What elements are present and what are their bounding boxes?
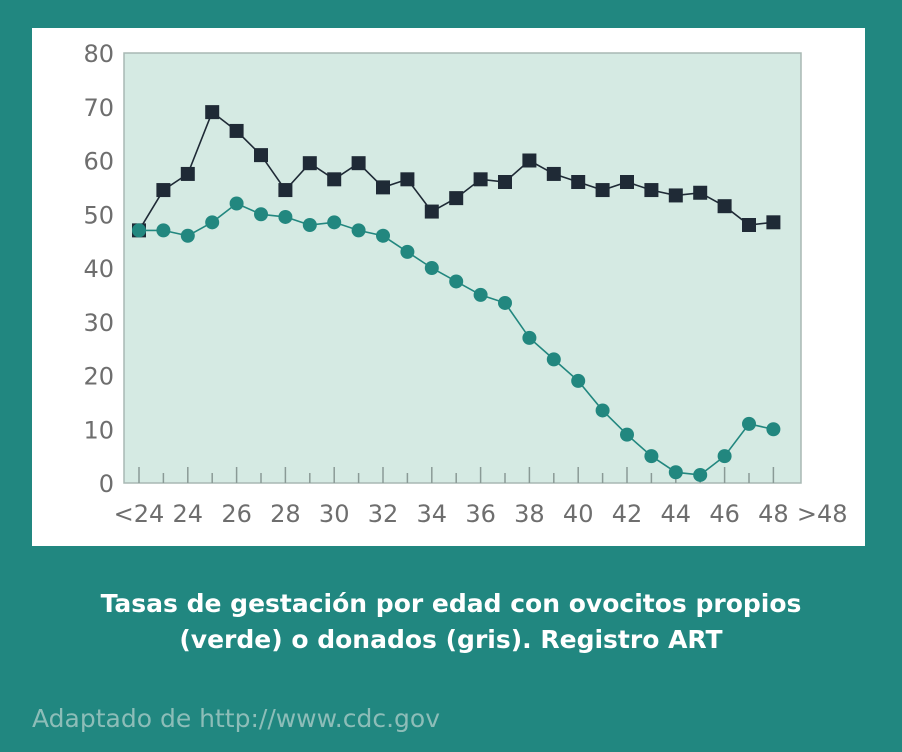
figure-caption: Tasas de gestación por edad con ovocitos…	[0, 586, 902, 658]
data-point-square	[302, 156, 317, 171]
x-tick-label: 34	[417, 500, 448, 528]
data-point-square	[229, 123, 244, 138]
data-point-circle	[327, 215, 342, 230]
caption-line-1: Tasas de gestación por edad con ovocitos…	[100, 589, 802, 618]
data-point-circle	[571, 373, 586, 388]
data-point-circle	[302, 218, 317, 232]
y-tick-label: 40	[83, 255, 114, 283]
data-point-square	[376, 180, 390, 195]
data-point-circle	[376, 228, 390, 243]
x-tick-label: <24	[114, 500, 165, 528]
data-point-square	[620, 175, 634, 189]
data-point-square	[400, 172, 415, 187]
data-point-square	[278, 183, 293, 198]
y-axis: 0 10 20 30 40 50 60 70 80	[83, 40, 114, 498]
x-tick-label: 48	[758, 500, 789, 528]
data-point-circle	[278, 209, 293, 224]
data-point-square	[327, 172, 342, 187]
y-tick-label: 0	[99, 470, 114, 498]
data-point-square	[473, 172, 488, 187]
data-point-square	[351, 156, 366, 171]
data-point-circle	[180, 228, 195, 243]
data-point-circle	[254, 207, 268, 222]
data-point-circle	[400, 244, 415, 259]
data-point-square	[156, 183, 171, 198]
y-tick-label: 80	[83, 40, 114, 68]
data-point-circle	[742, 416, 756, 431]
data-point-circle	[424, 261, 439, 275]
y-tick-label: 20	[83, 363, 114, 391]
data-point-square	[449, 191, 464, 206]
data-point-square	[742, 218, 756, 232]
data-point-circle	[351, 223, 366, 238]
data-point-circle	[620, 427, 634, 442]
data-point-circle	[498, 295, 512, 310]
data-point-circle	[205, 215, 220, 230]
data-point-square	[644, 183, 659, 198]
x-tick-label: 42	[612, 500, 643, 528]
source-credit: Adaptado de http://www.cdc.gov	[32, 704, 440, 733]
x-tick-label: 38	[514, 500, 545, 528]
data-point-square	[595, 183, 610, 198]
y-tick-label: 50	[83, 201, 114, 229]
x-tick-label: 36	[465, 500, 496, 528]
x-tick-label: 44	[661, 500, 692, 528]
data-point-circle	[132, 223, 146, 238]
caption-line-2: (verde) o donados (gris). Registro ART	[179, 625, 723, 654]
x-tick-label: 46	[709, 500, 740, 528]
data-point-square	[668, 188, 683, 203]
data-point-circle	[766, 422, 781, 437]
data-point-circle	[546, 352, 561, 367]
data-point-circle	[522, 330, 537, 345]
y-tick-label: 30	[83, 309, 114, 337]
plot-area	[123, 52, 802, 484]
x-tick-label: 28	[270, 500, 301, 528]
x-tick-label: 40	[563, 500, 594, 528]
x-tick-label: 26	[221, 500, 252, 528]
data-point-circle	[449, 274, 464, 289]
data-point-square	[254, 148, 268, 163]
data-point-circle	[693, 467, 708, 482]
chart-card: 0 10 20 30 40 50 60 70 80 <24 24 26 28 30 32 34 36 38 40 4…	[32, 28, 865, 546]
x-tick-label: 30	[319, 500, 350, 528]
data-point-square	[693, 185, 708, 200]
data-point-circle	[644, 449, 659, 464]
data-point-circle	[473, 287, 488, 302]
data-point-square	[205, 105, 220, 120]
data-point-square	[717, 199, 732, 214]
x-tick-label: >48	[797, 500, 848, 528]
series-layer	[132, 105, 781, 482]
data-point-square	[180, 166, 195, 181]
y-tick-label: 70	[83, 94, 114, 122]
data-point-circle	[668, 465, 683, 480]
data-point-circle	[717, 449, 732, 464]
data-point-square	[498, 175, 512, 189]
data-point-square	[766, 215, 781, 230]
data-point-square	[522, 153, 537, 168]
data-point-circle	[229, 196, 244, 211]
data-point-square	[424, 204, 439, 219]
data-point-circle	[595, 403, 610, 418]
line-chart: 0 10 20 30 40 50 60 70 80 <24 24 26 28 30 32 34 36 38 40 4…	[83, 40, 848, 528]
y-tick-label: 60	[83, 148, 114, 176]
series-circle	[132, 196, 781, 482]
x-tick-label: 24	[173, 500, 204, 528]
data-point-circle	[156, 223, 171, 238]
x-tick-label: 32	[368, 500, 399, 528]
data-point-square	[546, 166, 561, 181]
y-tick-label: 10	[83, 416, 114, 444]
data-point-square	[571, 175, 586, 189]
